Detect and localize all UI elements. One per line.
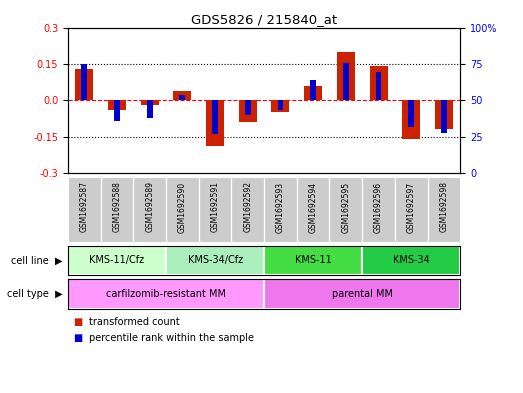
Bar bbox=[82, 64, 87, 100]
Text: transformed count: transformed count bbox=[89, 317, 180, 327]
Bar bbox=[174, 90, 191, 100]
Text: KMS-34: KMS-34 bbox=[393, 255, 429, 265]
Bar bbox=[278, 100, 283, 110]
Text: ■: ■ bbox=[73, 317, 83, 327]
Text: GSM1692590: GSM1692590 bbox=[178, 182, 187, 233]
Bar bbox=[271, 100, 289, 112]
Text: carfilzomib-resistant MM: carfilzomib-resistant MM bbox=[106, 289, 226, 299]
Text: KMS-11/Cfz: KMS-11/Cfz bbox=[89, 255, 144, 265]
Bar bbox=[68, 279, 264, 309]
Text: GSM1692598: GSM1692598 bbox=[439, 182, 448, 232]
Bar bbox=[264, 279, 460, 309]
Text: GSM1692589: GSM1692589 bbox=[145, 182, 154, 232]
Bar bbox=[408, 100, 414, 127]
Text: GSM1692587: GSM1692587 bbox=[80, 182, 89, 232]
Bar bbox=[362, 246, 460, 275]
Text: KMS-11: KMS-11 bbox=[295, 255, 332, 265]
Bar bbox=[239, 100, 257, 122]
Bar bbox=[402, 100, 420, 139]
Text: percentile rank within the sample: percentile rank within the sample bbox=[89, 333, 254, 343]
Bar bbox=[376, 72, 381, 100]
Text: GSM1692592: GSM1692592 bbox=[243, 182, 252, 232]
Text: cell type  ▶: cell type ▶ bbox=[7, 289, 63, 299]
Text: GSM1692597: GSM1692597 bbox=[407, 182, 416, 233]
Bar bbox=[75, 69, 93, 100]
Bar bbox=[343, 62, 349, 100]
Bar bbox=[337, 52, 355, 100]
Bar bbox=[310, 80, 316, 100]
Bar bbox=[108, 100, 126, 110]
Text: GSM1692591: GSM1692591 bbox=[211, 182, 220, 232]
Bar bbox=[441, 100, 447, 133]
Text: GSM1692595: GSM1692595 bbox=[342, 182, 350, 233]
Bar bbox=[166, 246, 264, 275]
Bar bbox=[114, 100, 120, 121]
Bar bbox=[435, 100, 453, 129]
Bar bbox=[304, 86, 322, 100]
Text: GSM1692593: GSM1692593 bbox=[276, 182, 285, 233]
Text: ■: ■ bbox=[73, 333, 83, 343]
Bar bbox=[264, 246, 362, 275]
Bar bbox=[370, 66, 388, 100]
Text: parental MM: parental MM bbox=[332, 289, 393, 299]
Text: cell line  ▶: cell line ▶ bbox=[12, 255, 63, 266]
Bar bbox=[206, 100, 224, 146]
Text: GSM1692594: GSM1692594 bbox=[309, 182, 317, 233]
Text: KMS-34/Cfz: KMS-34/Cfz bbox=[188, 255, 243, 265]
Bar bbox=[141, 100, 158, 105]
Bar bbox=[245, 100, 251, 115]
Bar bbox=[68, 246, 166, 275]
Bar bbox=[147, 100, 153, 118]
Bar bbox=[179, 95, 185, 100]
Text: GSM1692596: GSM1692596 bbox=[374, 182, 383, 233]
Title: GDS5826 / 215840_at: GDS5826 / 215840_at bbox=[191, 13, 337, 26]
Text: GSM1692588: GSM1692588 bbox=[112, 182, 121, 232]
Bar bbox=[212, 100, 218, 134]
